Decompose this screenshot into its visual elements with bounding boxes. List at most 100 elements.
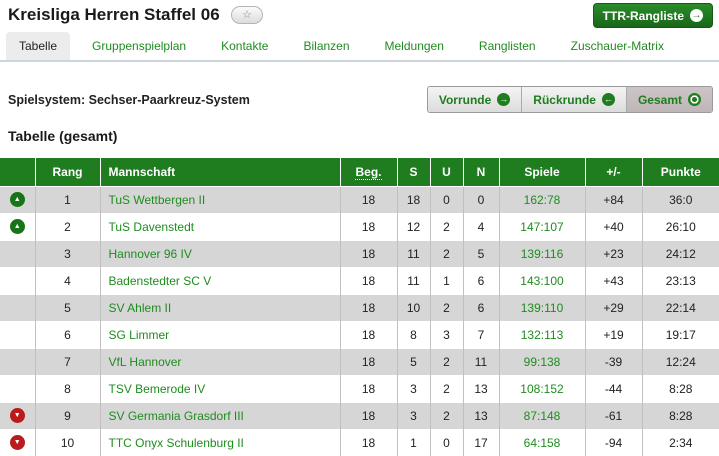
spiele-link[interactable]: 143:100: [520, 273, 564, 288]
cell-trend: [0, 347, 35, 375]
cell-diff: +29: [584, 293, 642, 321]
column-header-spiele: Spiele: [498, 158, 585, 187]
spiele-link[interactable]: 108:152: [520, 381, 564, 396]
cell-s: 1: [396, 428, 430, 456]
spiele-link[interactable]: 147:107: [520, 219, 564, 234]
cell-u: 2: [429, 212, 463, 240]
round-button-ruckrunde[interactable]: Rückrunde ←: [521, 87, 626, 112]
spielsystem-label: Spielsystem:: [8, 92, 86, 107]
table-row: ▼ 9 SV Germania Grasdorf III 18 3 2 13 87:148 -6…: [0, 401, 719, 429]
cell-diff: +84: [584, 185, 642, 213]
cell-s: 11: [396, 266, 430, 294]
team-link[interactable]: VfL Hannover: [108, 354, 182, 369]
cell-trend: [0, 320, 35, 348]
tab-zuschauer-matrix[interactable]: Zuschauer-Matrix: [570, 39, 664, 53]
spiele-link[interactable]: 162:78: [523, 192, 561, 207]
favorite-star-button[interactable]: ☆: [231, 6, 263, 24]
cell-n: 11: [462, 347, 499, 375]
spiele-link[interactable]: 139:116: [520, 246, 564, 261]
cell-trend: ▲: [0, 212, 35, 240]
arrow-right-circle-icon: →: [690, 9, 703, 22]
spiele-link[interactable]: 132:113: [520, 327, 564, 342]
cell-rang: 7: [34, 347, 100, 375]
cell-punkte: 22:14: [641, 293, 719, 321]
cell-n: 6: [462, 266, 499, 294]
cell-beg: 18: [339, 239, 397, 267]
round-button-vorrunde[interactable]: Vorrunde →: [427, 87, 522, 112]
table-row: 5 SV Ahlem II 18 10 2 6 139:110 +29 22:14: [0, 293, 719, 321]
table-row: 4 Badenstedter SC V 18 11 1 6 143:100 +43 23:13: [0, 266, 719, 294]
cell-n: 6: [462, 293, 499, 321]
cell-mannschaft: TuS Davenstedt: [99, 212, 340, 240]
cell-punkte: 36:0: [641, 185, 719, 213]
trend-down-icon: ▼: [9, 435, 25, 451]
team-link[interactable]: TuS Davenstedt: [108, 219, 195, 234]
spiele-link[interactable]: 87:148: [523, 408, 561, 423]
cell-rang: 8: [34, 374, 100, 402]
round-button-label: Vorrunde: [438, 92, 492, 107]
tab-kontakte[interactable]: Kontakte: [221, 39, 269, 53]
cell-s: 3: [396, 374, 430, 402]
spiele-link[interactable]: 64:158: [523, 435, 561, 450]
cell-u: 0: [429, 428, 463, 456]
cell-trend: [0, 266, 35, 294]
team-link[interactable]: SV Ahlem II: [108, 300, 172, 315]
ttr-rangliste-button[interactable]: TTR-Rangliste →: [592, 3, 713, 28]
team-link[interactable]: Hannover 96 IV: [108, 246, 192, 261]
table-row: ▼ 10 TTC Onyx Schulenburg II 18 1 0 17 64:158 -9…: [0, 428, 719, 456]
spiele-link[interactable]: 99:138: [523, 354, 561, 369]
cell-diff: -39: [584, 347, 642, 375]
tab-ranglisten[interactable]: Ranglisten: [478, 39, 536, 53]
cell-mannschaft: SV Germania Grasdorf III: [99, 401, 340, 429]
team-link[interactable]: TSV Bemerode IV: [108, 381, 206, 396]
round-button-label: Rückrunde: [533, 92, 596, 107]
cell-rang: 3: [34, 239, 100, 267]
star-icon: ☆: [242, 9, 252, 21]
cell-diff: -61: [584, 401, 642, 429]
standings-table: Rang Mannschaft Beg. S U N Spiele +/- Punkte ▲ 1 T…: [0, 158, 719, 456]
cell-n: 13: [462, 401, 499, 429]
trend-up-icon: ▲: [9, 192, 25, 208]
cell-u: 2: [429, 374, 463, 402]
tab-bar: Tabelle Gruppenspielplan Kontakte Bilanzen M…: [0, 32, 719, 62]
table-header-row: Rang Mannschaft Beg. S U N Spiele +/- Punkte: [0, 158, 719, 187]
cell-trend: [0, 374, 35, 402]
column-header-n: N: [462, 158, 499, 187]
team-link[interactable]: SV Germania Grasdorf III: [108, 408, 244, 423]
cell-beg: 18: [339, 293, 397, 321]
round-button-gesamt[interactable]: Gesamt: [625, 87, 712, 112]
team-link[interactable]: TuS Wettbergen II: [108, 192, 206, 207]
cell-trend: ▼: [0, 401, 35, 429]
team-link[interactable]: SG Limmer: [108, 327, 170, 342]
arrow-left-circle-icon: ←: [601, 93, 615, 106]
team-link[interactable]: Badenstedter SC V: [108, 273, 212, 288]
cell-mannschaft: SV Ahlem II: [99, 293, 340, 321]
cell-u: 2: [429, 347, 463, 375]
cell-u: 2: [429, 239, 463, 267]
cell-punkte: 24:12: [641, 239, 719, 267]
trend-up-icon: ▲: [9, 219, 25, 235]
cell-spiele: 108:152: [498, 374, 585, 402]
page-title: Kreisliga Herren Staffel 06: [8, 5, 220, 24]
cell-s: 18: [396, 185, 430, 213]
tab-tabelle[interactable]: Tabelle: [6, 32, 71, 60]
column-header-u: U: [429, 158, 463, 187]
spiele-link[interactable]: 139:110: [520, 300, 564, 315]
column-header-s: S: [396, 158, 430, 187]
cell-punkte: 26:10: [641, 212, 719, 240]
tab-bilanzen[interactable]: Bilanzen: [303, 39, 350, 53]
cell-beg: 18: [339, 185, 397, 213]
cell-spiele: 162:78: [498, 185, 585, 213]
cell-spiele: 99:138: [498, 347, 585, 375]
spielsystem-value: Sechser-Paarkreuz-System: [88, 92, 250, 107]
cell-mannschaft: TTC Onyx Schulenburg II: [99, 428, 340, 456]
team-link[interactable]: TTC Onyx Schulenburg II: [108, 435, 244, 450]
cell-trend: ▼: [0, 428, 35, 456]
tab-meldungen[interactable]: Meldungen: [384, 39, 444, 53]
round-button-label: Gesamt: [637, 92, 682, 107]
arrow-right-circle-icon: →: [497, 93, 511, 106]
cell-mannschaft: TuS Wettbergen II: [99, 185, 340, 213]
tab-gruppenspielplan[interactable]: Gruppenspielplan: [92, 39, 187, 53]
cell-spiele: 64:158: [498, 428, 585, 456]
cell-mannschaft: Badenstedter SC V: [99, 266, 340, 294]
